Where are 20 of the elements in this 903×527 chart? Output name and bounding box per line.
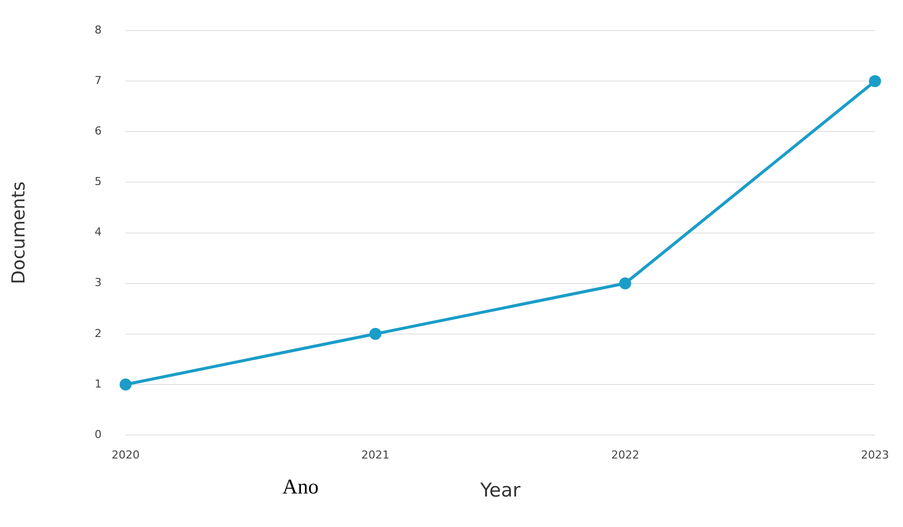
point xyxy=(619,277,632,290)
text: Ano xyxy=(282,474,319,499)
y-axis-title: Documents xyxy=(8,181,30,284)
y-tick-label: 0 xyxy=(94,428,102,441)
point xyxy=(369,328,382,340)
x-axis-title: Year xyxy=(479,480,521,502)
y-tick-label: 6 xyxy=(94,124,102,138)
point xyxy=(120,378,132,390)
x-tick-label: 2020 xyxy=(112,448,140,462)
y-tick-label: 4 xyxy=(94,226,102,239)
point xyxy=(869,75,882,88)
x-tick-label: 2022 xyxy=(611,448,640,462)
y-tick-label: 2 xyxy=(94,326,102,340)
y-tick-label: 1 xyxy=(94,377,102,390)
y-tick-label: 8 xyxy=(94,23,102,36)
x-tick-label: 2023 xyxy=(861,448,890,462)
y-tick-label: 3 xyxy=(94,276,102,290)
x-tick-label: 2021 xyxy=(361,448,390,462)
y-tick-label: 7 xyxy=(94,74,102,88)
y-tick-label: 5 xyxy=(94,175,102,188)
